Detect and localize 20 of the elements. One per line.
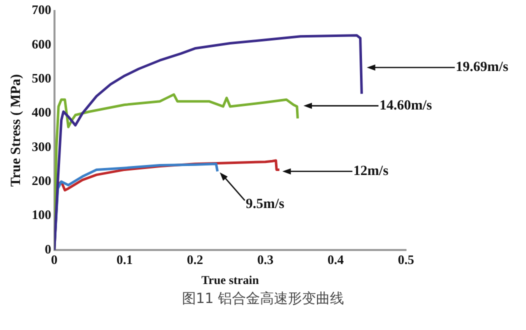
- x-tick-label: 0.5: [398, 252, 415, 268]
- y-tick-label: 100: [32, 207, 52, 222]
- annotation: 19.69m/s: [456, 60, 509, 76]
- y-tick-label: 600: [32, 36, 52, 52]
- caption: 图11 铝合金高速形变曲线: [180, 290, 346, 308]
- y-tick-label: 400: [32, 104, 52, 120]
- annotation: 12m/s: [353, 164, 389, 180]
- y-tick-label: 0: [44, 241, 52, 256]
- y-tick-label: 300: [32, 138, 52, 154]
- y-tick-label: 500: [32, 70, 52, 86]
- x-tick-label: 0.4: [328, 252, 344, 268]
- annotation: 14.60m/s: [379, 98, 433, 114]
- annotation: 9.5m/s: [246, 197, 285, 212]
- x-tick-label: 0.3: [257, 252, 274, 268]
- x-tick-label: 0.2: [186, 252, 204, 268]
- y-axis-title: True Stress ( MPa): [9, 74, 24, 187]
- x-tick-label: 0.1: [116, 252, 133, 268]
- x-axis-title: True strain: [201, 272, 260, 287]
- y-tick-label: 700: [32, 2, 52, 18]
- y-tick-label: 200: [32, 173, 52, 188]
